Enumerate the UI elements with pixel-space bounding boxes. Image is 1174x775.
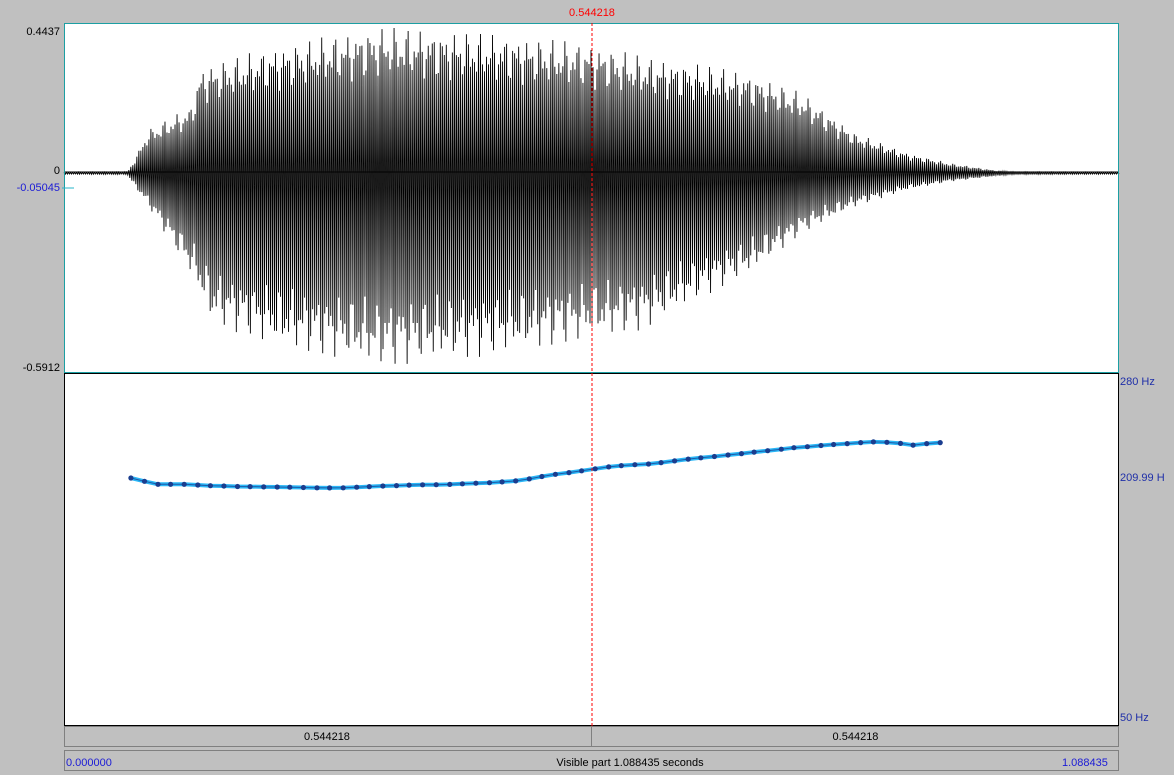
waveform-zero-label: 0	[53, 165, 60, 177]
pitch-point	[300, 484, 306, 491]
pitch-point	[128, 475, 134, 481]
pitch-point	[221, 483, 227, 489]
pitch-point	[261, 484, 267, 490]
pitch-bottom-label: 50 Hz	[1120, 712, 1149, 724]
pitch-point	[778, 446, 784, 452]
pitch-point	[804, 444, 811, 450]
pitch-point	[473, 480, 479, 486]
pitch-point	[632, 462, 638, 468]
pitch-point	[658, 460, 664, 466]
pitch-point	[910, 442, 916, 448]
pitch-point	[420, 482, 426, 488]
pitch-point	[606, 464, 612, 470]
pitch-point	[831, 441, 837, 448]
pitch-point	[645, 461, 652, 467]
pitch-point	[818, 442, 824, 449]
pitch-point	[207, 483, 213, 489]
total-duration-bar[interactable]	[64, 750, 1119, 771]
pitch-point	[393, 483, 400, 489]
pitch-point	[274, 484, 280, 490]
pitch-point	[539, 473, 545, 480]
pitch-point	[447, 481, 453, 487]
waveform-cursor-value-label: -0.05045	[16, 182, 60, 194]
pitch-point	[844, 441, 850, 447]
pitch-point	[340, 485, 346, 491]
pitch-point	[181, 481, 187, 487]
pitch-point	[791, 445, 797, 451]
pitch-point	[195, 482, 201, 488]
pitch-point	[526, 476, 532, 482]
pitch-point	[566, 470, 572, 476]
pitch-point	[592, 466, 598, 472]
selection-left-duration[interactable]: 0.544218	[304, 731, 350, 743]
pitch-point	[870, 439, 877, 445]
selection-right-duration[interactable]: 0.544218	[832, 731, 879, 743]
pitch-point	[247, 484, 253, 490]
pitch-point	[234, 483, 241, 490]
pitch-point	[354, 484, 360, 490]
pitch-mid-label: 209.99 H	[1120, 472, 1165, 484]
pitch-point	[725, 452, 731, 458]
pitch-point	[406, 482, 412, 488]
pitch-point	[685, 456, 691, 462]
pitch-point	[579, 468, 585, 474]
pitch-point	[168, 481, 174, 487]
pitch-point	[738, 451, 745, 457]
pitch-point	[366, 484, 372, 490]
visible-part-label[interactable]: Visible part 1.088435 seconds	[556, 757, 704, 769]
pitch-point	[552, 471, 559, 477]
pitch-point	[499, 479, 505, 485]
total-start-time: 0.000000	[66, 757, 112, 769]
pitch-point	[711, 453, 718, 460]
pitch-point	[327, 485, 333, 491]
pitch-point	[937, 440, 943, 446]
pitch-point	[884, 439, 890, 445]
pitch-point	[486, 480, 493, 486]
pitch-point	[314, 485, 320, 491]
pitch-point	[380, 483, 386, 489]
pitch-top-label: 280 Hz	[1120, 376, 1155, 388]
pitch-point	[924, 441, 930, 447]
pitch-point	[155, 481, 161, 487]
pitch-point	[141, 478, 148, 484]
pitch-point	[897, 440, 904, 446]
pitch-point	[765, 448, 771, 454]
pitch-point	[858, 440, 864, 446]
pitch-point	[513, 478, 519, 484]
pitch-point	[672, 458, 678, 464]
cursor-time-label: 0.544218	[569, 7, 615, 19]
pitch-point	[459, 481, 465, 487]
pitch-point	[287, 484, 293, 490]
total-end-time: 1.088435	[1062, 757, 1108, 769]
waveform-max-label: 0.4437	[26, 26, 60, 38]
pitch-point	[433, 482, 439, 488]
pitch-contour	[128, 439, 943, 491]
pitch-point	[751, 449, 757, 455]
waveform-min-label: -0.5912	[22, 362, 60, 374]
pitch-point	[618, 463, 624, 469]
pitch-point	[698, 455, 704, 461]
